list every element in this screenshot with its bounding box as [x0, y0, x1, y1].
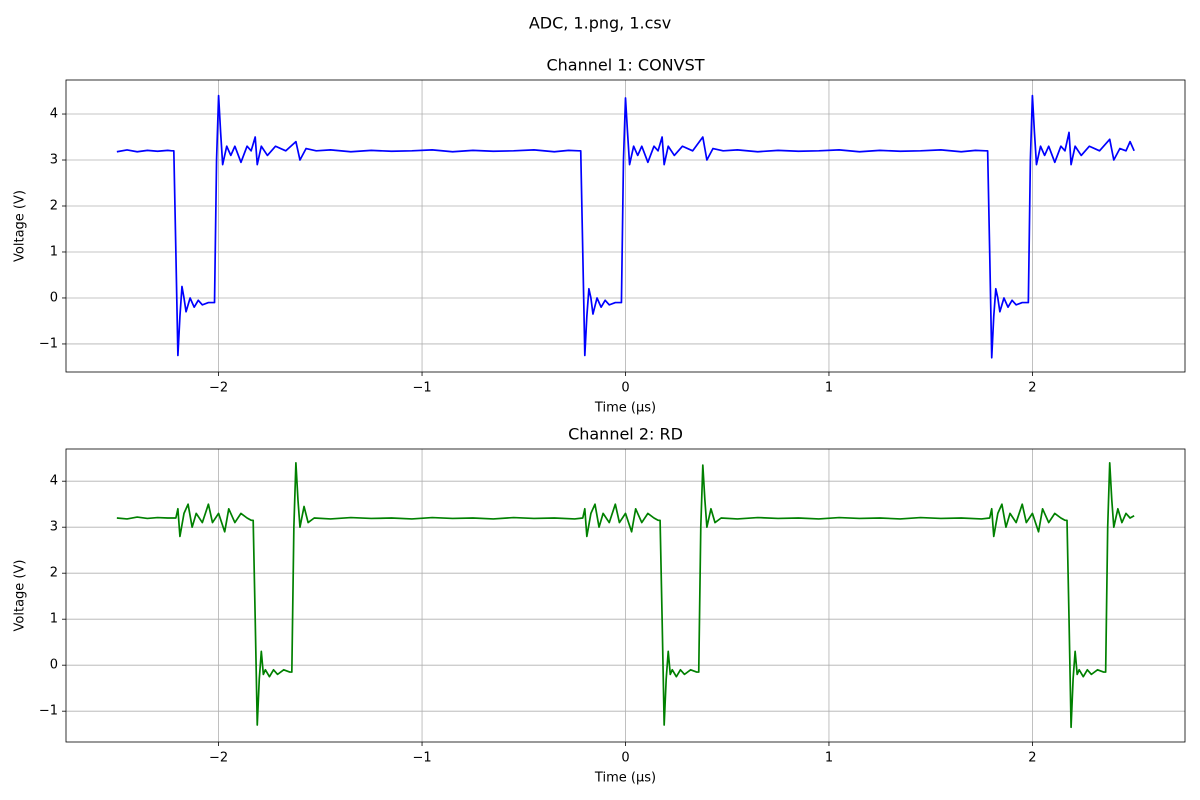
y-tick-label: 0 — [50, 658, 58, 673]
x-tick-label: 0 — [621, 751, 629, 766]
x-tick-label: −1 — [412, 751, 431, 766]
axes-title: Channel 1: CONVST — [546, 56, 704, 75]
signal-line — [116, 94, 1135, 359]
y-tick-label: 3 — [50, 520, 58, 535]
x-tick-label: 2 — [1028, 381, 1036, 396]
x-tick-label: −1 — [412, 381, 431, 396]
y-tick-label: 4 — [50, 107, 58, 122]
y-tick-label: −1 — [39, 704, 58, 719]
y-axis-label: Voltage (V) — [13, 560, 28, 632]
axes-title: Channel 2: RD — [568, 425, 683, 444]
x-axis-label: Time (µs) — [594, 771, 656, 786]
y-tick-label: 0 — [50, 290, 58, 305]
x-tick-label: 0 — [621, 381, 629, 396]
figure-title: ADC, 1.png, 1.csv — [529, 14, 671, 33]
x-tick-label: −2 — [209, 381, 228, 396]
x-tick-label: 1 — [825, 381, 833, 396]
x-axis-label: Time (µs) — [594, 401, 656, 416]
y-tick-label: 3 — [50, 153, 58, 168]
x-tick-label: 2 — [1028, 751, 1036, 766]
signal-line — [116, 461, 1135, 729]
y-tick-label: 1 — [50, 612, 58, 627]
y-tick-label: 2 — [50, 566, 58, 581]
y-axis-label: Voltage (V) — [13, 190, 28, 262]
x-tick-label: 1 — [825, 751, 833, 766]
y-tick-label: 2 — [50, 198, 58, 213]
x-tick-label: −2 — [209, 751, 228, 766]
y-tick-label: 1 — [50, 244, 58, 259]
y-tick-label: −1 — [39, 336, 58, 351]
axes-frame — [65, 448, 1186, 743]
y-tick-label: 4 — [50, 474, 58, 489]
axes-frame — [65, 79, 1186, 373]
